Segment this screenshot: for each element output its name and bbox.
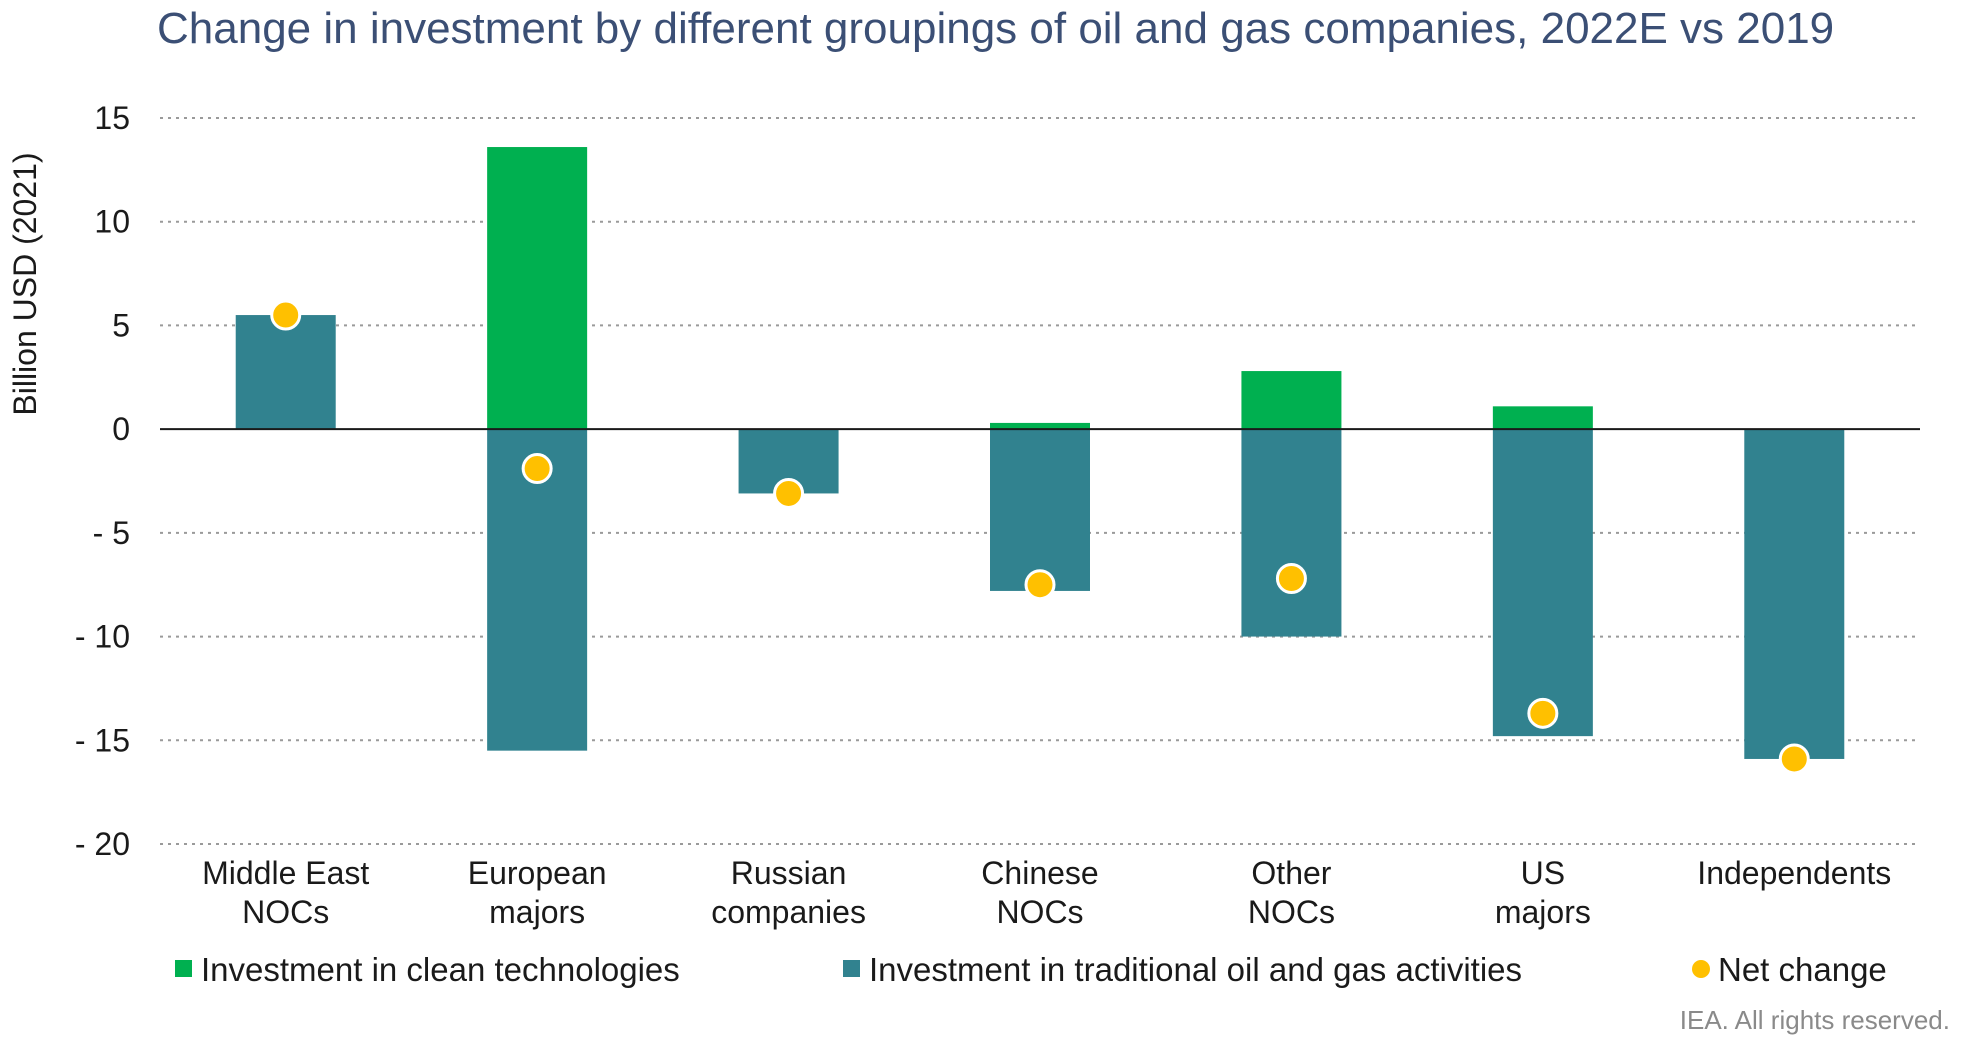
net-change-point [1024, 569, 1056, 601]
category-label: companies [711, 894, 866, 930]
legend-swatch [843, 960, 860, 977]
bar-clean-technologies [1241, 371, 1342, 430]
category-label: Russian [731, 855, 847, 891]
bar-traditional-oil-gas [235, 315, 336, 430]
net-change-markers [270, 299, 1810, 775]
legend-swatch [1692, 960, 1710, 978]
chart-title: Change in investment by different groupi… [157, 4, 1835, 53]
net-change-point [270, 299, 302, 331]
net-change-point [1275, 562, 1307, 594]
x-axis-categories: Middle EastNOCsEuropeanmajorsRussiancomp… [202, 855, 1891, 930]
bar-traditional-oil-gas [990, 429, 1090, 591]
bar-clean-technologies [1492, 406, 1593, 430]
legend: Investment in clean technologies Investme… [175, 951, 1887, 988]
category-label: NOCs [1248, 894, 1335, 930]
legend-swatch [175, 960, 192, 977]
y-tick-label: 15 [94, 100, 130, 136]
category-label: Independents [1697, 855, 1891, 891]
bar-traditional-oil-gas [1744, 429, 1845, 759]
bar-clean-technologies [487, 147, 588, 430]
category-label: US [1521, 855, 1565, 891]
legend-label: Investment in traditional oil and gas ac… [869, 951, 1522, 988]
y-tick-label: 5 [112, 307, 130, 343]
net-change-point [521, 453, 553, 485]
legend-label: Investment in clean technologies [201, 951, 680, 988]
y-tick-label: - 10 [75, 619, 130, 655]
category-label: Middle East [202, 855, 369, 891]
net-change-point [1527, 697, 1559, 729]
y-tick-label: - 5 [93, 515, 130, 551]
y-tick-label: 0 [112, 411, 130, 447]
net-change-point [773, 477, 805, 509]
credit-text: IEA. All rights reserved. [1679, 1005, 1950, 1035]
category-label: NOCs [996, 894, 1083, 930]
category-label: NOCs [242, 894, 329, 930]
net-change-point [1778, 743, 1810, 775]
y-axis-ticks: 15 10 5 0 - 5 - 10 - 15 - 20 [75, 100, 130, 862]
y-tick-label: - 20 [75, 826, 130, 862]
legend-label: Net change [1718, 951, 1887, 988]
bars [235, 147, 1845, 759]
bar-traditional-oil-gas [1492, 429, 1593, 737]
category-label: majors [1495, 894, 1591, 930]
y-axis-label: Billion USD (2021) [7, 152, 43, 415]
category-label: majors [489, 894, 585, 930]
bar-clean-technologies [990, 422, 1090, 430]
y-tick-label: 10 [94, 204, 130, 240]
category-label: Other [1251, 855, 1331, 891]
y-tick-label: - 15 [75, 722, 130, 758]
bar-traditional-oil-gas [1241, 429, 1342, 637]
category-label: European [468, 855, 607, 891]
category-label: Chinese [981, 855, 1098, 891]
